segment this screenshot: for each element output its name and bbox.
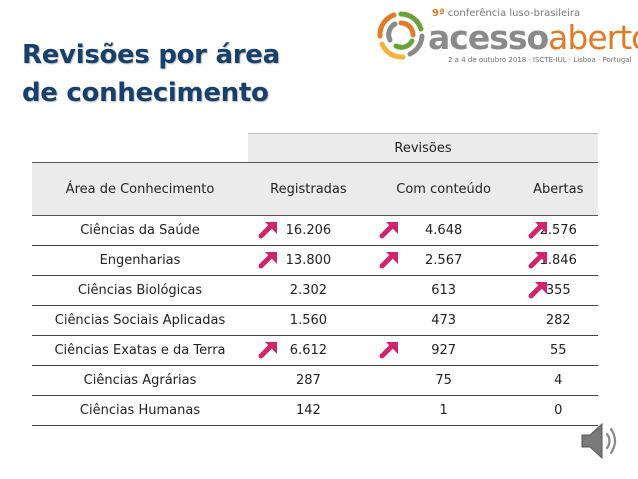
table-row: Ciências Sociais Aplicadas 1.560 473 282	[32, 305, 598, 336]
cell-abertas: 282	[518, 305, 598, 336]
slide-title-line2: de conhecimento	[22, 78, 269, 108]
cell-abertas: 2.576	[518, 215, 598, 246]
cell-value: 55	[549, 343, 567, 358]
cell-abertas: 355	[518, 275, 598, 306]
cell-registradas: 2.302	[248, 275, 369, 306]
cell-value: 4.648	[425, 223, 463, 238]
cell-area: Ciências Agrárias	[32, 365, 248, 396]
cell-value: 613	[431, 283, 457, 298]
cell-com-conteudo: 75	[368, 365, 519, 396]
cell-com-conteudo: 927	[368, 335, 519, 366]
slide-title-line1: Revisões por área	[22, 40, 280, 70]
conference-date: 2 a 4 de outubro 2018 · ISCTE-IUL · Lisb…	[448, 56, 632, 64]
arrow-up-right-icon	[258, 249, 280, 269]
cell-abertas: 55	[518, 335, 598, 366]
cell-registradas: 6.612	[248, 335, 369, 366]
conference-brand-part1: acesso	[428, 18, 549, 57]
cell-value: 16.206	[285, 223, 332, 238]
conference-brand: acessoaberto	[428, 20, 638, 56]
conference-logo-mark-icon	[377, 11, 425, 60]
column-header-abertas: Abertas	[518, 162, 598, 216]
cell-value: 2.576	[539, 223, 577, 238]
cell-abertas: 1.846	[518, 245, 598, 276]
cell-value: 75	[435, 373, 452, 388]
cell-com-conteudo: 473	[368, 305, 519, 336]
table-group-header-row: Revisões	[32, 133, 598, 163]
table-row: Engenharias 13.800 2.567 1.846	[32, 245, 598, 276]
cell-value: 1.846	[539, 253, 577, 268]
slide-title: Revisões por área de conhecimento	[22, 36, 342, 112]
conference-edition-text: conferência luso-brasileira	[447, 8, 581, 19]
cell-value: 287	[296, 373, 321, 388]
table-row: Ciências da Saúde 16.206 4.648 2.576	[32, 215, 598, 246]
cell-value: 13.800	[285, 253, 332, 268]
conference-edition: 9ª conferência luso-brasileira	[432, 8, 580, 19]
table-group-spacer	[32, 134, 248, 163]
cell-area: Ciências da Saúde	[32, 215, 248, 246]
table-header-row: Área de Conhecimento Registradas Com con…	[32, 162, 598, 216]
cell-value: 927	[431, 343, 457, 358]
conference-edition-number: 9ª	[432, 8, 445, 19]
cell-registradas: 13.800	[248, 245, 369, 276]
speaker-icon[interactable]	[580, 418, 622, 464]
table-row: Ciências Agrárias 287 75 4	[32, 365, 598, 396]
cell-value: 2.302	[289, 283, 328, 298]
cell-value: 473	[431, 313, 457, 328]
cell-value: 282	[545, 313, 571, 328]
arrow-up-right-icon	[379, 249, 401, 269]
table-row: Ciências Exatas e da Terra 6.612 927 55	[32, 335, 598, 366]
cell-area: Ciências Exatas e da Terra	[32, 335, 248, 366]
cell-com-conteudo: 613	[368, 275, 519, 306]
cell-abertas: 0	[518, 395, 598, 426]
column-header-registradas: Registradas	[248, 162, 369, 216]
cell-com-conteudo: 2.567	[368, 245, 519, 276]
table-body: Ciências da Saúde 16.206 4.648 2.576 Engenha…	[32, 215, 598, 426]
arrow-up-right-icon	[258, 339, 280, 359]
cell-area: Engenharias	[32, 245, 248, 276]
cell-area: Ciências Humanas	[32, 395, 248, 426]
cell-area: Ciências Sociais Aplicadas	[32, 305, 248, 336]
conference-brand-part2: aberto	[548, 18, 638, 57]
cell-value: 0	[554, 403, 563, 418]
arrow-up-right-icon	[528, 219, 550, 239]
arrow-up-right-icon	[528, 249, 550, 269]
table-row: Ciências Humanas 142 1 0	[32, 395, 598, 426]
cell-registradas: 16.206	[248, 215, 369, 246]
cell-value: 2.567	[425, 253, 463, 268]
table-row: Ciências Biológicas 2.302 613 355	[32, 275, 598, 306]
cell-registradas: 287	[248, 365, 369, 396]
cell-registradas: 1.560	[248, 305, 369, 336]
cell-com-conteudo: 4.648	[368, 215, 519, 246]
column-header-area: Área de Conhecimento	[32, 162, 248, 216]
cell-area: Ciências Biológicas	[32, 275, 248, 306]
revisoes-table: Revisões Área de Conhecimento Registrada…	[32, 133, 598, 426]
column-header-com-conteudo: Com conteúdo	[368, 162, 519, 216]
cell-value: 1.560	[289, 313, 328, 328]
cell-registradas: 142	[248, 395, 369, 426]
arrow-up-right-icon	[258, 219, 280, 239]
cell-value: 142	[296, 403, 321, 418]
cell-value: 6.612	[289, 343, 328, 358]
cell-com-conteudo: 1	[368, 395, 519, 426]
table-group-header: Revisões	[248, 133, 598, 163]
cell-value: 355	[545, 283, 571, 298]
cell-value: 1	[439, 403, 448, 418]
conference-logo: 9ª conferência luso-brasileira acessoabe…	[374, 4, 638, 74]
arrow-up-right-icon	[528, 279, 550, 299]
arrow-up-right-icon	[379, 219, 401, 239]
cell-value: 4	[554, 373, 563, 388]
arrow-up-right-icon	[379, 339, 401, 359]
cell-abertas: 4	[518, 365, 598, 396]
